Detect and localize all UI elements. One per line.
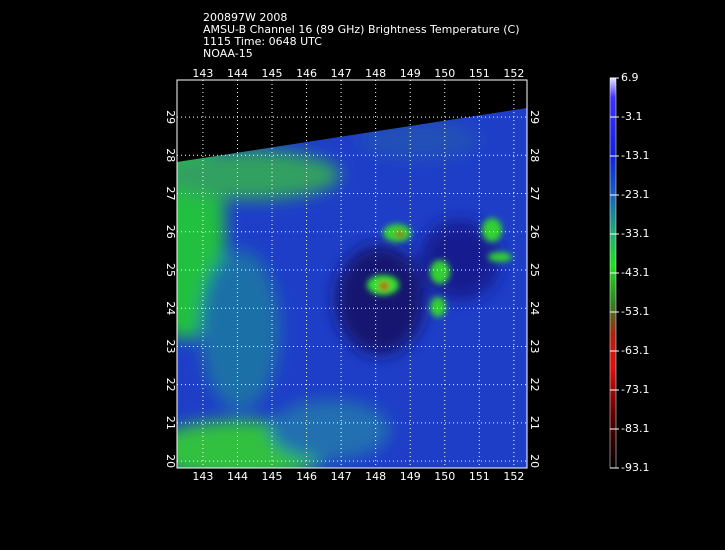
lon-label-bottom: 146: [296, 470, 317, 483]
imagery: [177, 80, 527, 468]
lat-label-left: 24: [164, 301, 177, 315]
lat-label-right: 22: [528, 378, 541, 392]
lat-label-right: 25: [528, 263, 541, 277]
lat-label-right: 20: [528, 454, 541, 468]
lon-label-bottom: 149: [400, 470, 421, 483]
colorbar-label: -13.1: [621, 149, 649, 162]
lon-label-bottom: 145: [262, 470, 283, 483]
colorbar-label: -53.1: [621, 305, 649, 318]
header-line: 200897W 2008: [203, 11, 287, 24]
lat-label-left: 22: [164, 378, 177, 392]
lat-label-right: 27: [528, 187, 541, 201]
lat-label-right: 26: [528, 225, 541, 239]
lon-label-top: 149: [400, 67, 421, 80]
colorbar-label: 6.9: [621, 71, 639, 84]
colorbar-label: -23.1: [621, 188, 649, 201]
colorbar-label: -83.1: [621, 422, 649, 435]
lat-label-left: 25: [164, 263, 177, 277]
lon-label-top: 152: [503, 67, 524, 80]
map-frame: [176, 79, 528, 469]
lat-label-left: 27: [164, 187, 177, 201]
colorbar-label: -63.1: [621, 344, 649, 357]
lat-label-left: 23: [164, 339, 177, 353]
lon-label-bottom: 152: [503, 470, 524, 483]
lon-label-bottom: 150: [434, 470, 455, 483]
lat-label-right: 28: [528, 148, 541, 162]
lon-label-top: 145: [262, 67, 283, 80]
header-line: 1115 Time: 0648 UTC: [203, 35, 322, 48]
lat-label-left: 21: [164, 416, 177, 430]
lon-label-bottom: 151: [469, 470, 490, 483]
colorbar-ticks: 6.9 -3.1 -13.1 -23.1 -33.1 -43.1 -53.1 -63.1 -73…: [610, 71, 649, 474]
colorbar-label: -93.1: [621, 461, 649, 474]
lat-label-right: 24: [528, 301, 541, 315]
axes: 143 143 144 144 145 145 146 146 147 147 148 148 149 1…: [164, 67, 541, 483]
colorbar-label: -73.1: [621, 383, 649, 396]
header-line: NOAA-15: [203, 47, 253, 60]
lon-label-bottom: 147: [331, 470, 352, 483]
lat-label-right: 29: [528, 110, 541, 124]
lon-label-top: 150: [434, 67, 455, 80]
lat-label-right: 23: [528, 339, 541, 353]
header-line: AMSU-B Channel 16 (89 GHz) Brightness Te…: [203, 23, 520, 36]
lon-label-bottom: 144: [227, 470, 248, 483]
lat-label-left: 26: [164, 225, 177, 239]
colorbar-label: -33.1: [621, 227, 649, 240]
lon-label-bottom: 148: [365, 470, 386, 483]
lat-label-left: 20: [164, 454, 177, 468]
lon-label-bottom: 143: [192, 470, 213, 483]
lon-label-top: 146: [296, 67, 317, 80]
lat-label-left: 29: [164, 110, 177, 124]
lat-label-right: 21: [528, 416, 541, 430]
lon-label-top: 144: [227, 67, 248, 80]
lon-label-top: 148: [365, 67, 386, 80]
colorbar-label: -3.1: [621, 110, 642, 123]
lat-label-left: 28: [164, 148, 177, 162]
colorbar-label: -43.1: [621, 266, 649, 279]
lon-label-top: 147: [331, 67, 352, 80]
lon-label-top: 143: [192, 67, 213, 80]
lon-label-top: 151: [469, 67, 490, 80]
